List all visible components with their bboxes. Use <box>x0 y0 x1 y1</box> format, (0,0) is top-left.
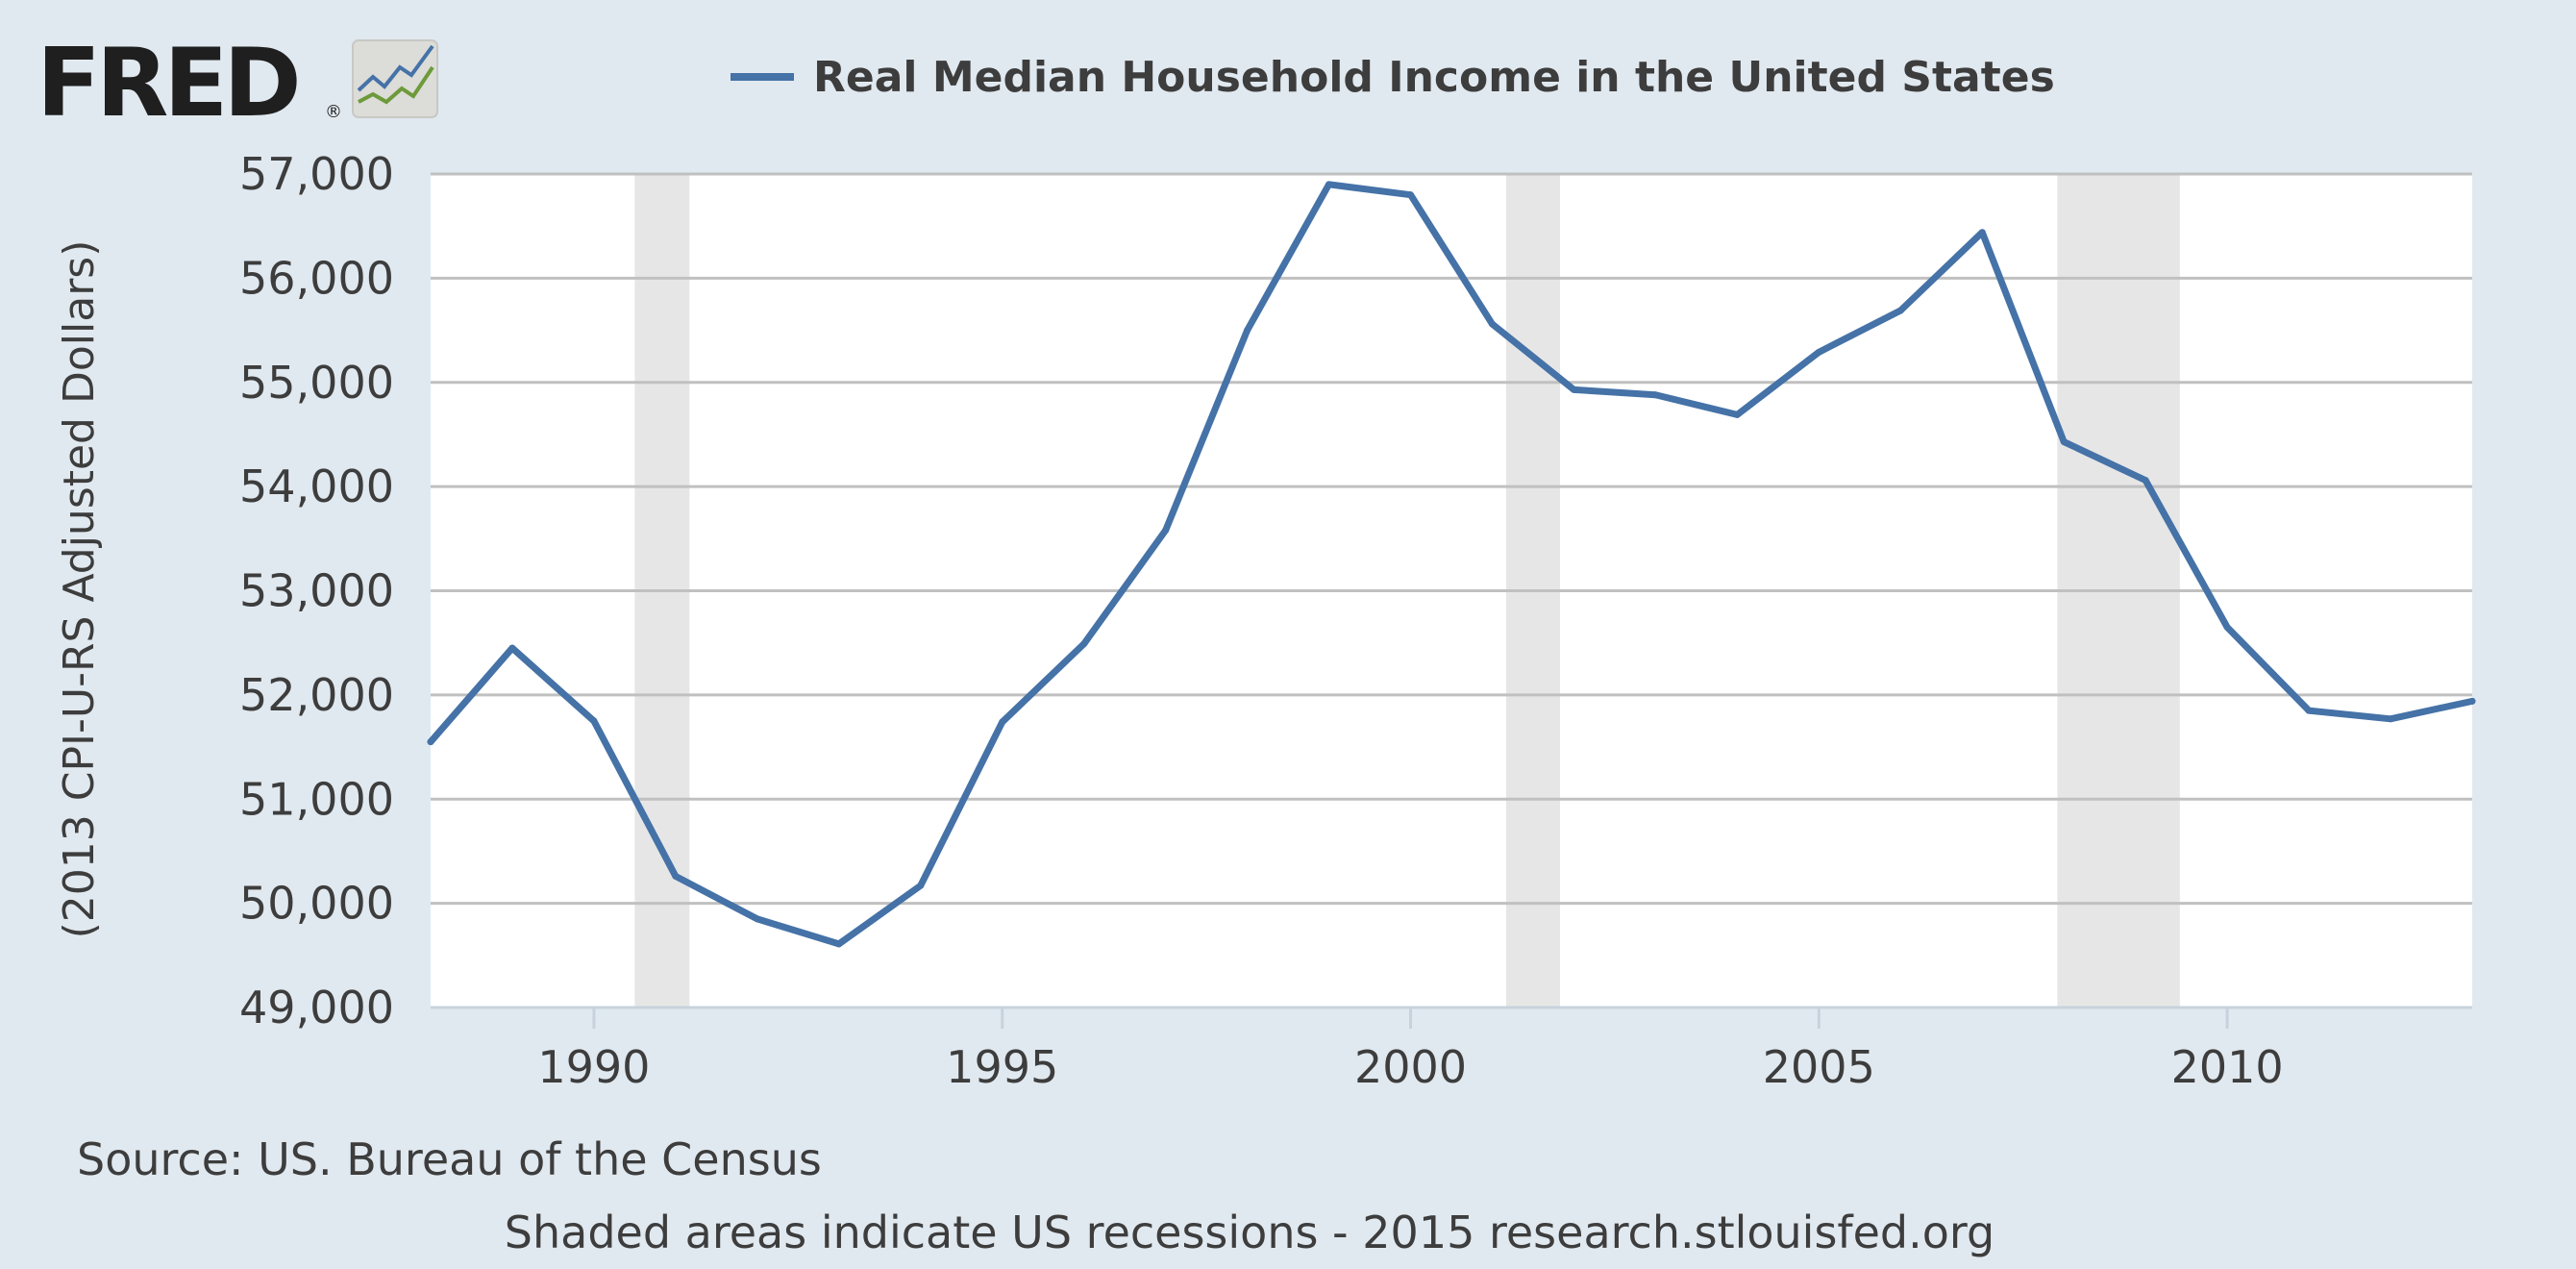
y-tick-label: 51,000 <box>239 773 394 825</box>
data-point <box>2468 697 2476 705</box>
source-note: Source: US. Bureau of the Census <box>77 1133 822 1185</box>
x-tick-label: 2005 <box>1763 1041 1875 1093</box>
data-point <box>917 882 925 889</box>
data-point <box>590 717 598 725</box>
y-tick-label: 53,000 <box>239 565 394 617</box>
x-tick-label: 2000 <box>1354 1041 1467 1093</box>
data-point <box>1407 191 1415 199</box>
y-tick-label: 56,000 <box>239 252 394 304</box>
data-point <box>754 915 761 923</box>
series-group <box>427 181 2476 948</box>
data-point <box>1570 386 1577 393</box>
data-point <box>1896 307 1904 314</box>
x-tick-label: 1995 <box>946 1041 1058 1093</box>
data-point <box>1080 640 1088 648</box>
y-axis: 49,000 50,000 51,000 52,000 53,000 54,000 55,0… <box>239 148 394 1033</box>
y-tick-label: 50,000 <box>239 878 394 930</box>
recession-footnote: Shaded areas indicate US recessions - 20… <box>505 1207 1994 1258</box>
y-tick-label: 55,000 <box>239 357 394 409</box>
data-point <box>2060 438 2068 446</box>
x-axis: 1990 1995 2000 2005 2010 <box>537 1008 2284 1093</box>
y-tick-label: 57,000 <box>239 148 394 200</box>
fred-icon-green-line <box>358 65 434 105</box>
data-point <box>2223 623 2231 631</box>
data-point <box>1244 327 1251 335</box>
data-point <box>999 718 1006 726</box>
y-tick-label: 54,000 <box>239 460 394 512</box>
x-tick-label: 1990 <box>537 1041 650 1093</box>
fred-chart-icon <box>352 39 438 118</box>
data-point <box>1162 527 1170 535</box>
x-tick-label: 2010 <box>2171 1041 2284 1093</box>
legend-label: Real Median Household Income in the Unit… <box>813 53 2055 102</box>
y-tick-label: 49,000 <box>239 982 394 1033</box>
fred-icon-blue-line <box>357 44 434 92</box>
data-point <box>1978 229 1986 236</box>
data-point <box>835 940 843 948</box>
fred-logo[interactable]: FRED ® <box>37 29 438 138</box>
data-point <box>2142 477 2149 485</box>
data-point <box>672 872 680 880</box>
y-tick-label: 52,000 <box>239 669 394 721</box>
gridlines <box>431 172 2472 1009</box>
data-point <box>1651 391 1659 399</box>
fred-logo-registered: ® <box>325 102 342 122</box>
data-point <box>2387 715 2394 723</box>
data-point <box>1325 181 1333 188</box>
fred-logo-text: FRED <box>37 29 297 138</box>
data-point <box>1815 348 1822 356</box>
legend: Real Median Household Income in the Unit… <box>731 53 2055 102</box>
series-line <box>427 181 2476 948</box>
data-point <box>1488 320 1496 328</box>
data-point <box>427 738 434 746</box>
data-point <box>2305 707 2313 714</box>
data-point <box>1733 411 1741 418</box>
y-axis-title: (2013 CPI-U-RS Adjusted Dollars) <box>55 240 104 939</box>
data-point <box>508 644 516 652</box>
